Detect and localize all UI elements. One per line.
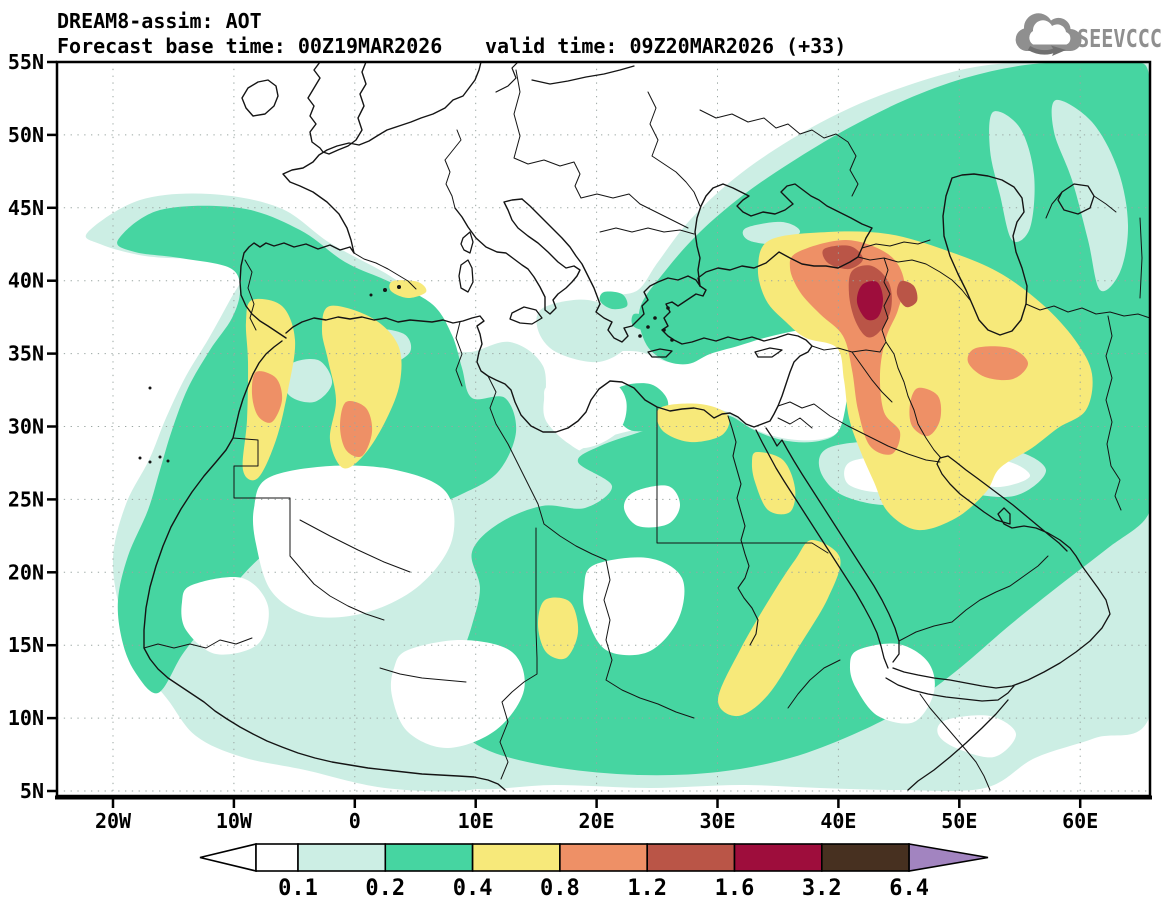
colorbar-label-6.4: 6.4 [889, 876, 929, 901]
valid-time-label: valid time: 09Z20MAR2026 (+33) [485, 34, 846, 58]
aot-region-maroon-core [856, 281, 884, 321]
coastlines-borders [138, 62, 1150, 791]
aot-region-green-aegean-1 [599, 291, 628, 310]
coast-red-sea [755, 427, 900, 669]
coast-horn-of-africa [885, 677, 1015, 791]
borders-europe [244, 69, 859, 331]
colorbar-segment-1.6 [733, 843, 823, 872]
coast-baltic [495, 62, 635, 93]
seevccc-logo: SEEVCCC [1015, 13, 1162, 56]
x-tick-label-10W: 10W [216, 809, 253, 833]
y-tick-label-5N: 5N [20, 779, 44, 803]
x-tick-label-10E: 10E [458, 809, 494, 833]
aot-region-green-aegean-2 [631, 313, 652, 331]
colorbar-segment-0.2 [384, 843, 474, 872]
y-tick-label-40N: 40N [8, 269, 44, 293]
coast-ireland [241, 79, 279, 117]
aot-region-white-sudan-west-hole [583, 557, 685, 656]
y-tick-label-20N: 20N [8, 560, 44, 584]
river-nile [727, 415, 759, 646]
aot-region-green-aegean-3 [652, 336, 669, 353]
coast-sicily [509, 306, 543, 325]
aot-region-white-chad-south-hole [623, 485, 680, 528]
colorbar-label-1.2: 1.2 [627, 876, 667, 901]
aot-region-green-west [117, 205, 517, 694]
aot-region-yellow-sudan-band [717, 539, 841, 717]
y-tick-label-30N: 30N [8, 415, 44, 439]
y-tick-label-55N: 55N [8, 50, 44, 74]
coast-cyprus [754, 347, 783, 358]
aot-region-cyan-spain-gap [284, 358, 333, 403]
colorbar-segment-0.1 [297, 843, 387, 872]
island-dots [138, 285, 674, 464]
aot-region-redbrown-anatolia [822, 245, 864, 270]
y-tick-label-50N: 50N [8, 123, 44, 147]
x-tick-label-60E: 60E [1062, 809, 1098, 833]
x-tick-label-0: 0 [349, 809, 361, 833]
aot-region-orange-iran [967, 346, 1029, 381]
aot-region-yellow-iberia [389, 280, 427, 299]
aot-region-green-cyrenaica [611, 383, 669, 432]
aot-region-redbrown-caspian-sw [896, 280, 918, 308]
x-tick-label-40E: 40E [820, 809, 856, 833]
axis-ticks-and-labels: 20W 10W 0 10E 20E 30E 40E 50E 60E 55N 50N 45N 40N 35N… [8, 50, 1098, 833]
aot-region-yellow-redsea-west [751, 451, 796, 515]
aot-region-white-somalia-hole [937, 715, 1017, 758]
map-title: DREAM8-assim: AOT [57, 9, 262, 33]
colorbar-label-0.4: 0.4 [453, 876, 493, 901]
x-tick-label-20E: 20E [579, 809, 615, 833]
colorbar-label-3.2: 3.2 [802, 876, 842, 901]
coast-italy [454, 198, 581, 315]
coast-atlantic-europe [239, 62, 482, 339]
colorbar-label-0.8: 0.8 [540, 876, 580, 901]
aot-region-yellow-egypt-coast [656, 403, 730, 443]
aot-region-white-mali-hole [181, 577, 269, 655]
colorbar-legend: 0.1 0.2 0.4 0.8 1.2 1.6 3.2 6.4 [199, 842, 989, 901]
aot-region-cyan-caspian-east-streak [1051, 99, 1129, 292]
coast-balkans-greece [521, 198, 701, 343]
colorbar-label-0.2: 0.2 [365, 876, 405, 901]
borders-mideast [777, 191, 1150, 642]
aot-contour-field [85, 62, 1150, 792]
forecast-base-time-label: Forecast base time: 00Z19MAR2026 [57, 34, 442, 58]
aot-region-cyan-sardinia-patch [536, 299, 631, 363]
colorbar-label-1.6: 1.6 [715, 876, 755, 901]
aot-region-orange-zagros [909, 387, 942, 437]
colorbar-segment-1.2 [646, 843, 736, 872]
colorbar-segment-0.4 [471, 843, 561, 872]
logo-text: SEEVCCC [1077, 24, 1162, 53]
aot-region-white-sahara-hole [252, 465, 455, 618]
coast-corsica [460, 231, 474, 254]
aot-region-white-niger-hole [390, 639, 525, 749]
y-tick-label-15N: 15N [8, 633, 44, 657]
x-tick-label-50E: 50E [941, 809, 977, 833]
aot-region-orange-morocco [251, 371, 283, 423]
coast-sardinia [458, 259, 474, 293]
colorbar-under-arrow [199, 842, 257, 873]
aot-region-orange-algeria [340, 400, 373, 458]
y-tick-label-25N: 25N [8, 487, 44, 511]
y-tick-label-45N: 45N [8, 196, 44, 220]
colorbar-label-0.1: 0.1 [278, 876, 318, 901]
coast-arabia-gulf [892, 455, 1111, 689]
aot-region-white-ethiopia-hole [849, 643, 935, 724]
y-tick-label-35N: 35N [8, 342, 44, 366]
coast-uk [307, 62, 367, 155]
colorbar-segment-0.8 [559, 843, 649, 872]
x-tick-label-30E: 30E [699, 809, 735, 833]
borders-africa [143, 321, 991, 791]
colorbar-over-arrow [908, 843, 989, 872]
aot-region-yellow-caspian-east-spot [1047, 377, 1073, 403]
aot-region-yellow-chad-spot [537, 597, 579, 660]
colorbar-segment-3.2 [820, 843, 910, 872]
coast-turkey-levant-north-africa [143, 285, 813, 791]
colorbar-segment-under [255, 843, 299, 872]
coast-crete [647, 348, 673, 358]
x-tick-label-20W: 20W [95, 809, 132, 833]
y-tick-label-10N: 10N [8, 706, 44, 730]
coast-aral [1057, 183, 1095, 215]
